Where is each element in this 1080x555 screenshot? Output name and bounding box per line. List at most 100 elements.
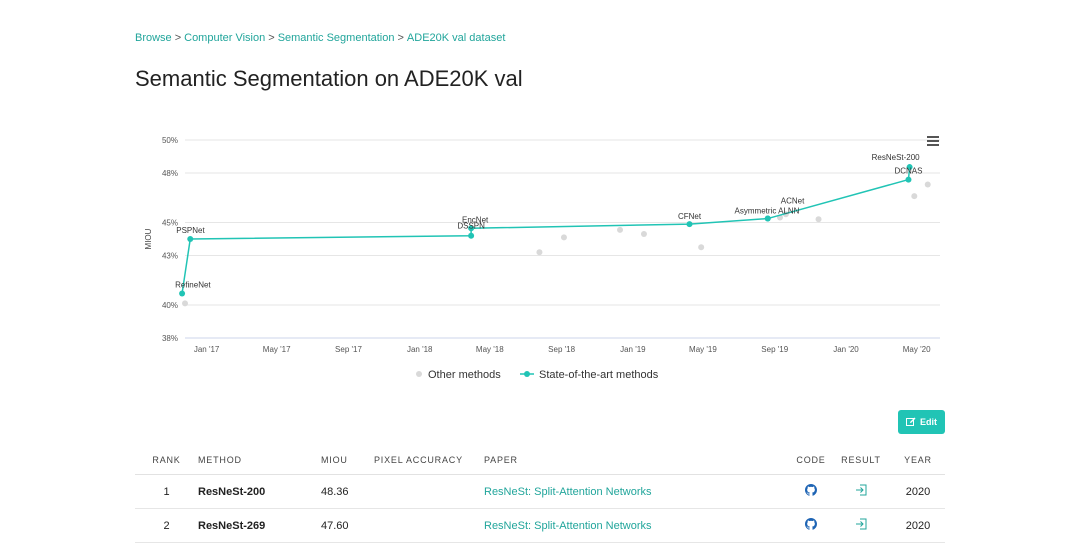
legend-item-sota-methods[interactable]: State-of-the-art methods	[520, 369, 659, 381]
breadcrumb-ade20k-val[interactable]: ADE20K val dataset	[406, 32, 506, 44]
row-pixel-accuracy	[374, 474, 484, 509]
x-tick-label: Jan '18	[407, 345, 433, 354]
breadcrumb-separator: >	[174, 32, 182, 44]
chart-grid	[185, 139, 940, 339]
breadcrumb-semantic-segmentation[interactable]: Semantic Segmentation	[277, 32, 395, 44]
header-rank[interactable]: RANK	[135, 446, 198, 475]
table-row: 1 ResNeSt-200 48.36 ResNeSt: Split-Atten…	[135, 474, 945, 509]
header-pixel-accuracy[interactable]: PIXEL ACCURACY	[374, 446, 484, 475]
x-tick-label: Sep '17	[335, 345, 362, 354]
header-result: RESULT	[831, 446, 891, 475]
point-label: Asymmetric ALNN	[735, 207, 800, 216]
other-method-point	[536, 249, 543, 256]
other-method-point	[560, 234, 567, 241]
breadcrumb-computer-vision[interactable]: Computer Vision	[184, 32, 266, 44]
x-tick-label: Jan '17	[194, 345, 220, 354]
other-method-point	[924, 181, 931, 188]
chart-legend: Other methods State-of-the-art methods	[416, 369, 659, 381]
other-method-point	[182, 300, 188, 307]
sota-point	[686, 221, 693, 228]
result-icon[interactable]	[855, 518, 867, 530]
row-method[interactable]: ResNeSt-200	[198, 474, 321, 509]
sota-point	[187, 236, 194, 242]
point-label: DSSPN	[457, 222, 485, 231]
other-method-point	[698, 244, 705, 251]
sota-point	[179, 290, 186, 297]
other-method-point	[640, 231, 647, 238]
row-result	[831, 508, 891, 543]
x-tick-label: Sep '19	[761, 345, 788, 354]
point-label: ResNeSt-200	[872, 153, 921, 162]
row-year: 2020	[891, 508, 945, 543]
sota-point	[764, 215, 771, 222]
edit-button-label: Edit	[920, 417, 937, 427]
point-label: PSPNet	[176, 226, 205, 235]
y-tick-label: 50%	[162, 136, 178, 145]
breadcrumb-separator: >	[397, 32, 404, 44]
sota-line	[181, 166, 911, 294]
x-axis-ticks: Jan '17 May '17 Sep '17 Jan '18 May '18 Sep '…	[194, 345, 931, 354]
breadcrumb-browse[interactable]: Browse	[135, 32, 172, 44]
method-name[interactable]: ResNeSt-200	[198, 485, 266, 498]
point-label: EncNet	[462, 215, 489, 224]
row-miou: 47.60	[321, 508, 374, 543]
row-paper: ResNeSt: Split-Attention Networks	[484, 508, 791, 543]
row-method[interactable]: ResNeSt-269	[198, 508, 321, 543]
header-method[interactable]: METHOD	[198, 446, 321, 475]
y-axis-label: MIOU	[144, 228, 153, 249]
result-icon[interactable]	[855, 484, 867, 496]
legend-marker-sota	[524, 371, 530, 377]
sota-point	[468, 225, 475, 232]
y-tick-label: 48%	[162, 169, 178, 178]
y-tick-label: 45%	[162, 219, 178, 228]
x-tick-label: Jan '19	[620, 345, 646, 354]
github-icon[interactable]	[805, 484, 817, 496]
other-methods-series	[182, 181, 931, 307]
sota-point	[906, 164, 913, 171]
paper-link[interactable]: ResNeSt: Split-Attention Networks	[484, 519, 652, 532]
row-rank: 1	[135, 474, 198, 509]
breadcrumb-separator: >	[268, 32, 275, 44]
x-tick-label: May '19	[689, 345, 717, 354]
row-miou: 48.36	[321, 474, 374, 509]
edit-icon	[906, 417, 916, 426]
page-title: Semantic Segmentation on ADE20K val	[135, 66, 523, 91]
row-rank: 2	[135, 508, 198, 543]
x-tick-label: Jan '20	[833, 345, 859, 354]
header-year[interactable]: YEAR	[891, 446, 945, 475]
edit-button[interactable]: Edit	[898, 410, 945, 434]
legend-label-sota: State-of-the-art methods	[539, 369, 659, 381]
x-tick-label: May '20	[903, 345, 931, 354]
legend-marker-other	[416, 371, 422, 377]
breadcrumb: Browse > Computer Vision > Semantic Segmenta…	[135, 32, 505, 44]
row-result	[831, 474, 891, 509]
point-label: RefineNet	[175, 280, 211, 289]
sota-point	[468, 232, 475, 239]
sota-point	[905, 176, 912, 183]
sota-series	[179, 164, 913, 297]
y-axis-ticks: 38% 40% 43% 45% 48% 50%	[162, 136, 178, 343]
row-code	[791, 508, 831, 543]
header-miou[interactable]: MIOU	[321, 446, 374, 475]
row-year: 2020	[891, 474, 945, 509]
chart-svg: 38% 40% 43% 45% 48% 50% Jan '17 May '17 Sep '17…	[144, 134, 940, 381]
point-label: ACNet	[781, 197, 805, 206]
github-icon[interactable]	[805, 518, 817, 530]
other-method-point	[617, 226, 624, 233]
paper-link[interactable]: ResNeSt: Split-Attention Networks	[484, 485, 652, 498]
y-tick-label: 40%	[162, 301, 178, 310]
point-label: CFNet	[678, 212, 702, 221]
sota-chart: 38% 40% 43% 45% 48% 50% Jan '17 May '17 Sep '17…	[135, 120, 950, 390]
other-method-point	[911, 193, 918, 200]
x-tick-label: Sep '18	[548, 345, 575, 354]
y-tick-label: 43%	[162, 252, 178, 261]
method-name[interactable]: ResNeSt-269	[198, 519, 266, 532]
x-tick-label: May '18	[476, 345, 504, 354]
header-paper: PAPER	[484, 446, 791, 475]
legend-item-other-methods[interactable]: Other methods	[416, 369, 501, 381]
header-code: CODE	[791, 446, 831, 475]
other-method-point	[815, 216, 822, 223]
hamburger-menu-icon[interactable]	[925, 134, 939, 146]
x-tick-label: May '17	[263, 345, 291, 354]
